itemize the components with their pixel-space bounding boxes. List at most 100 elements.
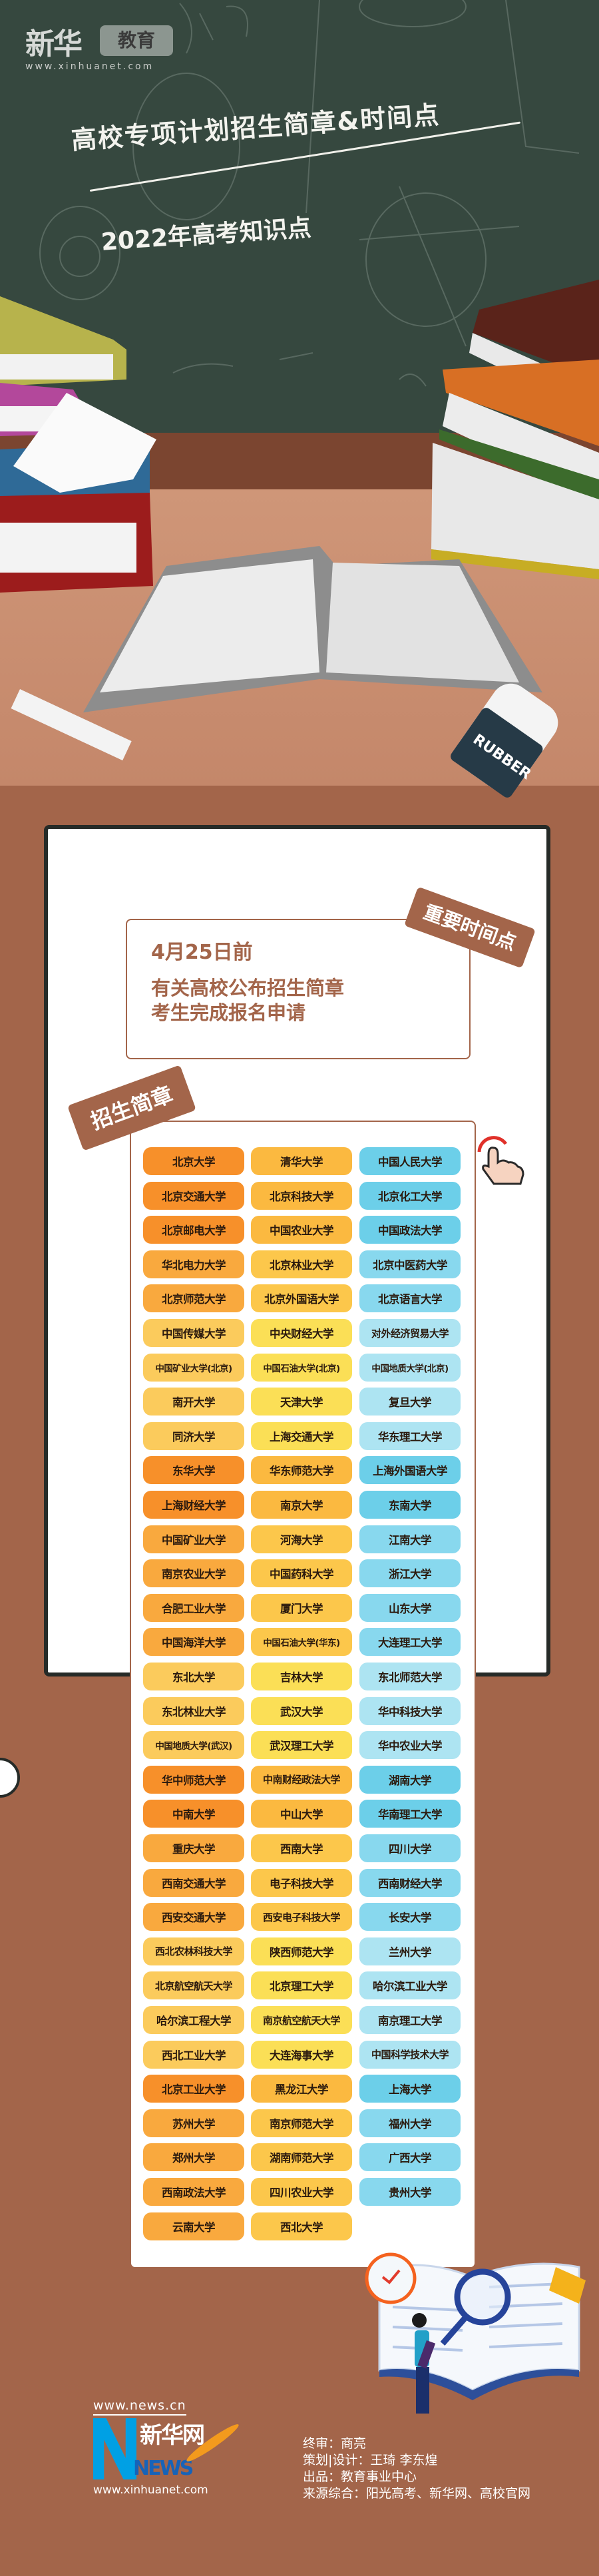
university-cell: 北京化工大学 xyxy=(359,1181,461,1210)
university-cell: 北京交通大学 xyxy=(143,1181,244,1210)
university-cell: 厦门大学 xyxy=(251,1593,352,1622)
hand-pointer-icon xyxy=(477,1136,524,1185)
university-cell: 四川农业大学 xyxy=(251,2178,352,2206)
university-cell: 天津大学 xyxy=(251,1388,352,1416)
timeline-date: 4月25日前 xyxy=(151,941,253,964)
timeline-box xyxy=(126,919,471,1059)
university-cell: 山东大学 xyxy=(359,1593,461,1622)
university-cell: 电子科技大学 xyxy=(251,1868,352,1897)
logo-url: www.xinhuanet.com xyxy=(25,61,154,72)
university-cell: 华东师范大学 xyxy=(251,1456,352,1485)
university-cell: 中国海洋大学 xyxy=(143,1628,244,1657)
university-cell: 西北工业大学 xyxy=(143,2040,244,2069)
chalk-doodles xyxy=(39,0,580,387)
university-cell: 北京邮电大学 xyxy=(143,1216,244,1244)
university-cell: 中国农业大学 xyxy=(251,1216,352,1244)
university-cell: 同济大学 xyxy=(143,1421,244,1450)
university-cell: 中南财经政法大学 xyxy=(251,1765,352,1794)
university-cell: 清华大学 xyxy=(251,1147,352,1175)
university-cell: 北京大学 xyxy=(143,1147,244,1175)
university-cell: 华北电力大学 xyxy=(143,1250,244,1278)
university-cell: 北京科技大学 xyxy=(251,1181,352,1210)
desk-illustration: RUBBER xyxy=(0,280,599,798)
credit-final-review: 终审：商亮 xyxy=(303,2436,367,2451)
university-cell: 长安大学 xyxy=(359,1903,461,1932)
university-cell: 中国地质大学(北京) xyxy=(359,1353,461,1382)
left-book-stack-icon xyxy=(0,296,156,593)
university-cell: 中国石油大学(华东) xyxy=(251,1628,352,1657)
university-cell: 湖南师范大学 xyxy=(251,2143,352,2172)
education-logo-badge: 教育 xyxy=(100,25,173,56)
timeline-line: 考生完成报名申请 xyxy=(151,1001,306,1024)
university-cell: 西南政法大学 xyxy=(143,2178,244,2206)
timeline-description: 有关高校公布招生简章 考生完成报名申请 xyxy=(151,976,344,1025)
study-illustration xyxy=(365,2252,586,2414)
university-cell: 北京工业大学 xyxy=(143,2075,244,2103)
university-cell: 南京农业大学 xyxy=(143,1559,244,1588)
university-cell: 大连理工大学 xyxy=(359,1628,461,1657)
university-cell: 中国政法大学 xyxy=(359,1216,461,1244)
logo-cn-text: 新华网 xyxy=(140,2422,205,2449)
university-cell: 华中师范大学 xyxy=(143,1765,244,1794)
university-cell: 中国矿业大学 xyxy=(143,1525,244,1553)
university-cell: 福州大学 xyxy=(359,2109,461,2137)
university-cell: 华东理工大学 xyxy=(359,1421,461,1450)
university-cell: 河海大学 xyxy=(251,1525,352,1553)
university-cell: 哈尔滨工程大学 xyxy=(143,2006,244,2034)
university-cell: 东南大学 xyxy=(359,1491,461,1519)
university-cell: 东北大学 xyxy=(143,1663,244,1690)
university-cell: 广西大学 xyxy=(359,2143,461,2172)
university-cell: 哈尔滨工业大学 xyxy=(359,1971,461,2000)
university-cell: 重庆大学 xyxy=(143,1834,244,1862)
university-cell: 吉林大学 xyxy=(251,1663,352,1690)
person-icon xyxy=(412,2313,436,2414)
university-cell: 中山大学 xyxy=(251,1800,352,1828)
university-cell: 西南交通大学 xyxy=(143,1868,244,1897)
university-cell: 云南大学 xyxy=(143,2212,244,2240)
university-cell: 中国药科大学 xyxy=(251,1559,352,1588)
university-cell: 浙江大学 xyxy=(359,1559,461,1588)
university-cell: 中国科学技术大学 xyxy=(359,2040,461,2069)
university-cell: 大连海事大学 xyxy=(251,2040,352,2069)
university-cell: 中国石油大学(北京) xyxy=(251,1353,352,1382)
xinhuanet-footer-logo: www.news.cn 新华网 NEWS www.xinhuanet.com xyxy=(93,2398,246,2498)
university-cell: 复旦大学 xyxy=(359,1388,461,1416)
university-cell: 武汉理工大学 xyxy=(251,1731,352,1760)
university-cell: 郑州大学 xyxy=(143,2143,244,2172)
university-cell: 合肥工业大学 xyxy=(143,1593,244,1622)
university-cell: 南京大学 xyxy=(251,1491,352,1519)
university-cell: 西安电子科技大学 xyxy=(251,1903,352,1932)
university-cell: 四川大学 xyxy=(359,1834,461,1862)
university-cell: 华中农业大学 xyxy=(359,1731,461,1760)
university-cell: 上海大学 xyxy=(359,2075,461,2103)
university-cell: 江南大学 xyxy=(359,1525,461,1553)
right-book-stack-icon xyxy=(431,280,599,579)
university-cell: 贵州大学 xyxy=(359,2178,461,2206)
news-n-mark-icon xyxy=(93,2418,136,2479)
university-cell: 陕西师范大学 xyxy=(251,1937,352,1965)
university-cell: 对外经济贸易大学 xyxy=(359,1319,461,1347)
timeline-line: 有关高校公布招生简章 xyxy=(151,977,345,999)
envelope-icon xyxy=(549,2267,586,2304)
university-cell: 西南大学 xyxy=(251,1834,352,1862)
university-cell: 华中科技大学 xyxy=(359,1696,461,1725)
university-cell: 南京航空航天大学 xyxy=(251,2006,352,2034)
university-cell: 北京师范大学 xyxy=(143,1284,244,1313)
news-cn-url: www.news.cn xyxy=(93,2398,186,2416)
university-cell: 南京师范大学 xyxy=(251,2109,352,2137)
ruler-icon xyxy=(11,689,132,761)
university-cell: 兰州大学 xyxy=(359,1937,461,1965)
university-cell: 南开大学 xyxy=(143,1388,244,1416)
university-cell: 苏州大学 xyxy=(143,2109,244,2137)
university-cell: 东华大学 xyxy=(143,1456,244,1485)
magnifier-icon xyxy=(440,2268,511,2346)
university-cell: 华南理工大学 xyxy=(359,1800,461,1828)
open-book-icon xyxy=(83,546,542,712)
eraser-icon: RUBBER xyxy=(451,683,558,798)
credit-design: 策划|设计：王琦 李东煌 xyxy=(303,2453,438,2467)
xinhuanet-url: www.xinhuanet.com xyxy=(93,2483,208,2497)
university-cell: 武汉大学 xyxy=(251,1696,352,1725)
clock-icon xyxy=(365,2252,417,2304)
university-cell: 东北林业大学 xyxy=(143,1696,244,1725)
university-cell: 中国传媒大学 xyxy=(143,1319,244,1347)
